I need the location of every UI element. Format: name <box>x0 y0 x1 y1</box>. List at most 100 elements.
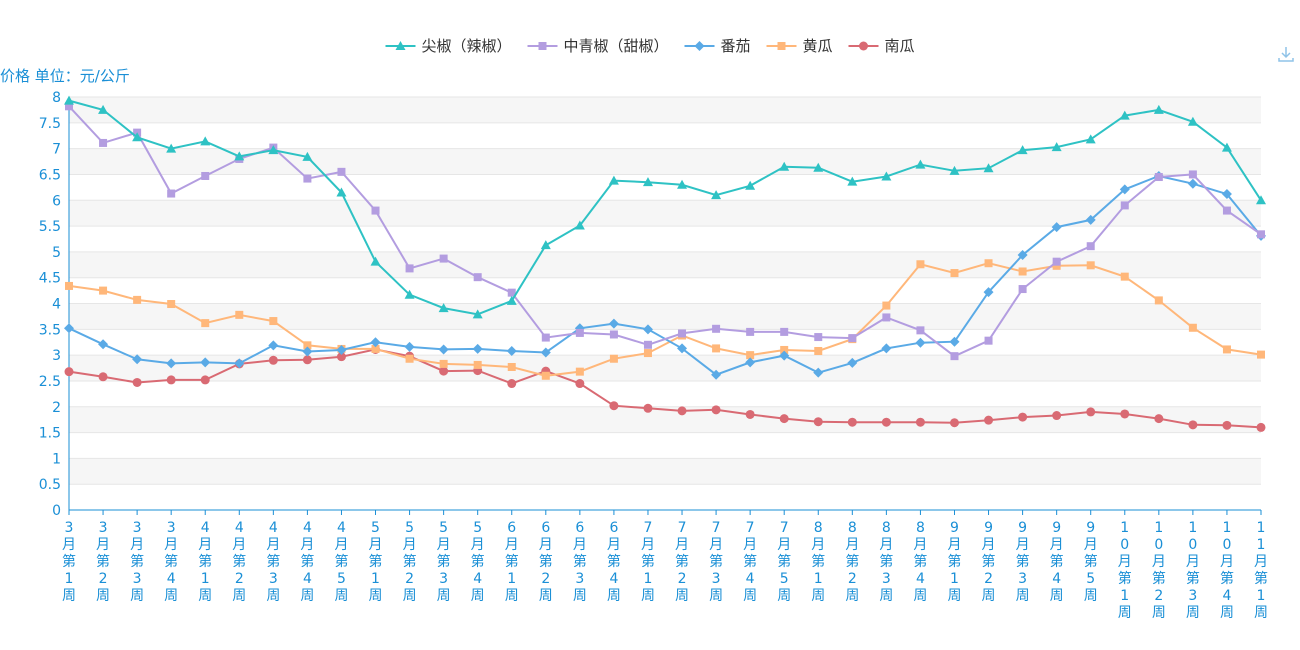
data-point[interactable] <box>541 333 550 342</box>
data-point[interactable] <box>847 417 857 427</box>
data-point[interactable] <box>642 324 653 335</box>
data-point[interactable] <box>234 151 245 161</box>
data-point[interactable] <box>746 327 755 336</box>
data-point[interactable] <box>506 295 517 305</box>
data-point[interactable] <box>395 41 406 50</box>
data-point[interactable] <box>779 414 789 424</box>
data-point[interactable] <box>1051 222 1062 233</box>
data-point[interactable] <box>1018 412 1028 422</box>
data-point[interactable] <box>1017 249 1028 260</box>
data-point[interactable] <box>1187 116 1198 126</box>
data-point[interactable] <box>915 159 926 169</box>
data-point[interactable] <box>780 345 789 354</box>
data-point[interactable] <box>779 350 790 361</box>
data-point[interactable] <box>1221 189 1232 200</box>
data-point[interactable] <box>882 313 891 322</box>
data-point[interactable] <box>712 344 721 353</box>
data-point[interactable] <box>984 259 993 268</box>
data-point[interactable] <box>65 281 73 290</box>
data-point[interactable] <box>1120 272 1129 281</box>
data-point[interactable] <box>337 167 346 176</box>
data-point[interactable] <box>777 42 786 50</box>
data-point[interactable] <box>405 264 414 273</box>
data-point[interactable] <box>99 138 108 147</box>
data-point[interactable] <box>949 418 959 428</box>
data-point[interactable] <box>984 336 993 345</box>
data-point[interactable] <box>984 415 994 425</box>
data-point[interactable] <box>99 286 108 295</box>
data-point[interactable] <box>949 165 960 175</box>
data-point[interactable] <box>1154 173 1163 182</box>
data-point[interactable] <box>677 343 688 354</box>
data-point[interactable] <box>507 379 517 389</box>
data-point[interactable] <box>813 367 824 378</box>
data-point[interactable] <box>405 354 414 363</box>
data-point[interactable] <box>1188 170 1197 179</box>
data-point[interactable] <box>200 375 210 385</box>
data-point[interactable] <box>882 301 891 310</box>
data-point[interactable] <box>336 352 346 362</box>
data-point[interactable] <box>711 405 721 415</box>
data-point[interactable] <box>1119 184 1130 195</box>
data-point[interactable] <box>438 344 449 355</box>
data-point[interactable] <box>779 161 790 171</box>
data-point[interactable] <box>1188 420 1198 430</box>
data-point[interactable] <box>575 379 585 389</box>
data-point[interactable] <box>881 171 892 181</box>
data-point[interactable] <box>371 344 380 353</box>
data-point[interactable] <box>167 300 176 309</box>
legend-item[interactable]: 黄瓜 <box>766 37 833 55</box>
data-point[interactable] <box>608 175 619 185</box>
data-point[interactable] <box>132 377 142 387</box>
data-point[interactable] <box>336 344 347 355</box>
data-point[interactable] <box>201 319 210 328</box>
data-point[interactable] <box>303 341 312 350</box>
data-point[interactable] <box>643 349 652 358</box>
data-point[interactable] <box>268 355 278 365</box>
data-point[interactable] <box>575 328 584 337</box>
data-point[interactable] <box>745 357 756 368</box>
data-point[interactable] <box>64 95 74 105</box>
data-point[interactable] <box>302 151 313 161</box>
data-point[interactable] <box>575 367 584 376</box>
data-point[interactable] <box>472 309 483 319</box>
data-point[interactable] <box>200 136 211 146</box>
data-point[interactable] <box>1222 420 1232 430</box>
data-point[interactable] <box>1086 242 1095 251</box>
data-point[interactable] <box>439 359 448 368</box>
legend-item[interactable]: 中青椒（甜椒） <box>527 37 669 55</box>
data-point[interactable] <box>370 337 381 348</box>
data-point[interactable] <box>1120 409 1130 419</box>
data-point[interactable] <box>98 339 109 350</box>
data-point[interactable] <box>694 41 705 51</box>
data-point[interactable] <box>881 417 891 427</box>
data-point[interactable] <box>438 303 449 313</box>
data-point[interactable] <box>473 360 482 369</box>
data-point[interactable] <box>712 324 721 333</box>
data-point[interactable] <box>949 336 960 347</box>
data-point[interactable] <box>439 366 449 376</box>
data-point[interactable] <box>1153 104 1164 114</box>
data-point[interactable] <box>1257 230 1265 239</box>
data-point[interactable] <box>847 176 858 186</box>
data-point[interactable] <box>1052 261 1061 270</box>
data-point[interactable] <box>813 417 823 427</box>
data-point[interactable] <box>1086 407 1096 417</box>
data-point[interactable] <box>269 317 278 326</box>
data-point[interactable] <box>540 240 551 250</box>
data-point[interactable] <box>745 180 756 190</box>
data-point[interactable] <box>1051 142 1062 152</box>
data-point[interactable] <box>1221 142 1232 152</box>
download-icon[interactable] <box>1276 44 1296 64</box>
data-point[interactable] <box>371 206 380 215</box>
data-point[interactable] <box>268 145 279 155</box>
data-point[interactable] <box>677 406 687 416</box>
data-point[interactable] <box>538 42 547 50</box>
data-point[interactable] <box>678 329 687 338</box>
data-point[interactable] <box>507 362 516 371</box>
data-point[interactable] <box>166 358 177 369</box>
data-point[interactable] <box>780 327 789 336</box>
data-point[interactable] <box>746 351 755 360</box>
data-point[interactable] <box>167 189 176 198</box>
data-point[interactable] <box>541 371 550 380</box>
